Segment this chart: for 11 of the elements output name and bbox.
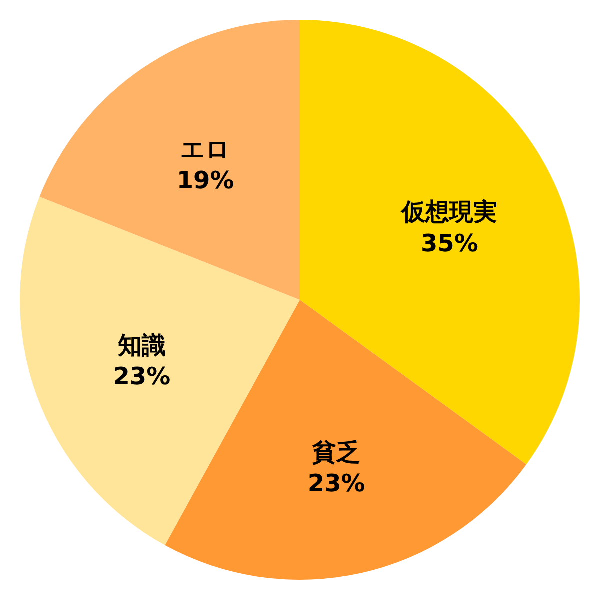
pie-slice [40,20,300,300]
slice-label: エロ [180,135,231,164]
data-label: 35% [420,229,478,258]
pie-slice [20,196,300,546]
slice-label: 貧乏 [312,438,361,466]
data-label: 19% [176,166,234,195]
data-label: 23% [113,362,171,391]
slice-label: 知識 [116,331,166,360]
slice-label: 仮想現実 [400,198,498,226]
pie-slice [300,20,580,465]
data-label: 23% [308,470,366,498]
